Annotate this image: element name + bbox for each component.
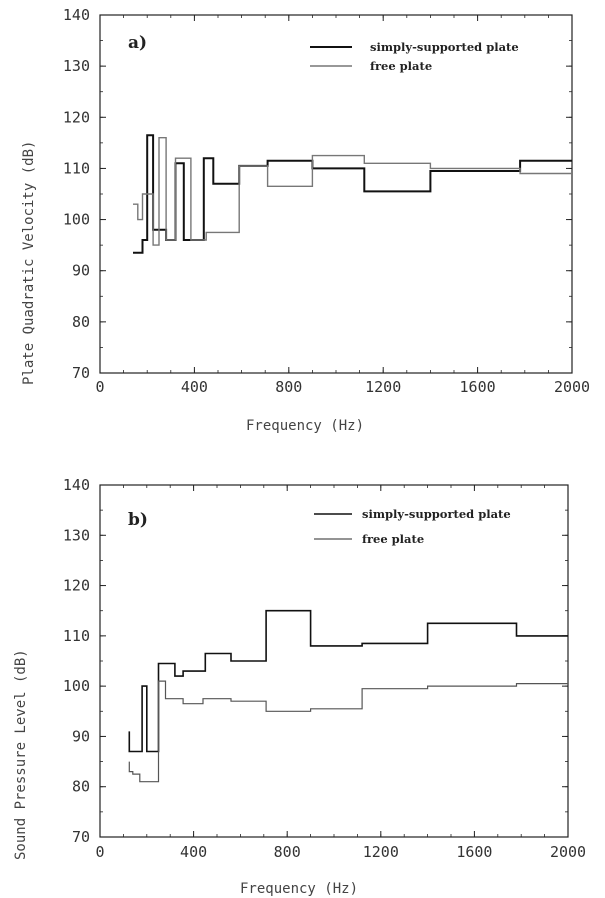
y-axis-label-b: Sound Pressure Level (dB) bbox=[13, 649, 29, 860]
y-tick-label-b-3: 100 bbox=[63, 677, 90, 695]
x-tick-label-a-0: 0 bbox=[95, 378, 104, 396]
y-tick-label-a-1: 80 bbox=[72, 313, 90, 331]
x-tick-label-a-3: 1200 bbox=[365, 378, 401, 396]
y-tick-label-b-1: 80 bbox=[72, 778, 90, 796]
x-tick-label-b-1: 400 bbox=[180, 843, 207, 861]
x-tick-label-b-0: 0 bbox=[95, 843, 104, 861]
panel-label-a: a) bbox=[128, 33, 147, 53]
y-tick-label-a-7: 140 bbox=[63, 6, 90, 24]
legend-label-simply-supported-b: simply-supported plate bbox=[362, 507, 511, 521]
x-tick-label-a-2: 800 bbox=[275, 378, 302, 396]
series-line-simply-supported-a bbox=[133, 134, 572, 254]
y-tick-label-b-7: 140 bbox=[63, 476, 90, 494]
series-line-simply-supported-b bbox=[128, 609, 568, 753]
x-axis-label-b: Frequency (Hz) bbox=[240, 881, 358, 897]
series-group-a bbox=[133, 134, 572, 254]
y-tick-label-b-4: 110 bbox=[63, 627, 90, 645]
x-tick-label-b-4: 1600 bbox=[456, 843, 492, 861]
y-tick-label-a-3: 100 bbox=[63, 211, 90, 229]
x-tick-label-a-4: 1600 bbox=[460, 378, 496, 396]
chart-panel-a: 0 400 800 1200 1600 2000 70 80 90 100 110 120 130 14… bbox=[21, 6, 590, 434]
y-tick-labels-a: 70 80 90 100 110 120 130 140 bbox=[63, 6, 90, 382]
series-group-b bbox=[128, 609, 568, 783]
legend-label-free-a: free plate bbox=[370, 59, 432, 73]
x-tick-label-a-1: 400 bbox=[181, 378, 208, 396]
tick-marks-b bbox=[99, 484, 569, 838]
plot-frame-b bbox=[99, 484, 569, 838]
series-line-free-b bbox=[128, 680, 568, 783]
y-tick-label-b-5: 120 bbox=[63, 577, 90, 595]
y-tick-label-a-4: 110 bbox=[63, 159, 90, 177]
x-tick-labels-b: 0 400 800 1200 1600 2000 bbox=[95, 843, 586, 861]
y-tick-label-a-2: 90 bbox=[72, 262, 90, 280]
tick-marks-a bbox=[99, 14, 573, 374]
plot-frame-a bbox=[99, 14, 573, 374]
x-tick-label-a-5: 2000 bbox=[554, 378, 590, 396]
y-tick-label-b-2: 90 bbox=[72, 727, 90, 745]
y-tick-label-a-5: 120 bbox=[63, 108, 90, 126]
y-tick-labels-b: 70 80 90 100 110 120 130 140 bbox=[63, 476, 90, 846]
y-axis-label-a: Plate Quadratic Velocity (dB) bbox=[21, 141, 37, 385]
legend-label-simply-supported-a: simply-supported plate bbox=[370, 40, 519, 54]
series-line-free-a bbox=[133, 136, 572, 246]
legend-b: simply-supported plate free plate bbox=[314, 507, 511, 546]
x-tick-label-b-5: 2000 bbox=[550, 843, 586, 861]
y-tick-label-b-6: 130 bbox=[63, 526, 90, 544]
x-axis-label-a: Frequency (Hz) bbox=[246, 418, 364, 434]
x-tick-label-b-3: 1200 bbox=[363, 843, 399, 861]
x-tick-labels-a: 0 400 800 1200 1600 2000 bbox=[95, 378, 590, 396]
chart-panel-b: 0 400 800 1200 1600 2000 70 80 90 100 110 120 130 14… bbox=[13, 476, 586, 897]
legend-a: simply-supported plate free plate bbox=[310, 40, 519, 73]
legend-label-free-b: free plate bbox=[362, 532, 424, 546]
x-tick-label-b-2: 800 bbox=[274, 843, 301, 861]
y-tick-label-a-0: 70 bbox=[72, 364, 90, 382]
y-tick-label-b-0: 70 bbox=[72, 828, 90, 846]
y-tick-label-a-6: 130 bbox=[63, 57, 90, 75]
panel-label-b: b) bbox=[128, 510, 148, 530]
